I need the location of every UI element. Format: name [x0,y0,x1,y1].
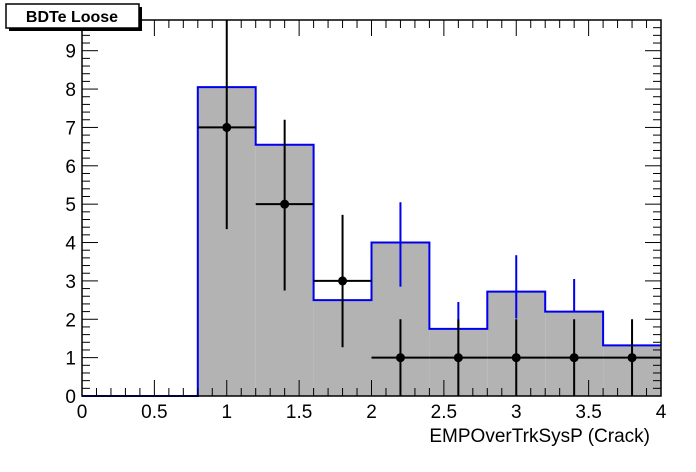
title-box: BDTe Loose [5,3,142,31]
data-point [627,353,637,363]
y-tick-label: 3 [65,272,76,293]
y-tick-label: 8 [65,80,76,101]
y-tick-label: 5 [65,195,76,216]
x-tick-label: 0.5 [141,402,167,423]
y-tick-label: 2 [65,310,76,331]
data-point [222,122,232,132]
y-tick-label: 6 [65,157,76,178]
x-tick-label: 3 [511,402,522,423]
x-tick-label: 0 [77,402,88,423]
data-points-layer [197,20,661,396]
y-tick-label: 1 [65,349,76,370]
x-axis-label: EMPOverTrkSysP (Crack) [429,426,650,447]
x-tick-label: 1 [221,402,232,423]
data-point [453,353,463,363]
title-frame [5,3,140,29]
data-point [569,353,579,363]
y-tick-label: 4 [65,234,76,255]
chart-title: BDTe Loose [26,9,118,26]
histogram-outline [82,86,661,397]
x-tick-label: 2 [366,402,377,423]
y-tick-label: 9 [65,42,76,63]
x-tick-label: 4 [656,402,667,423]
y-tick-label: 0 [65,387,76,408]
x-tick-label: 2.5 [431,402,457,423]
title-shadow-right [139,7,142,31]
data-point [395,353,405,363]
x-tick-label: 1.5 [286,402,312,423]
y-tick-label: 7 [65,118,76,139]
x-tick-label: 3.5 [575,402,601,423]
data-point [280,199,290,209]
data-point [511,353,521,363]
title-shadow-bottom [9,28,142,31]
data-point [338,276,348,286]
